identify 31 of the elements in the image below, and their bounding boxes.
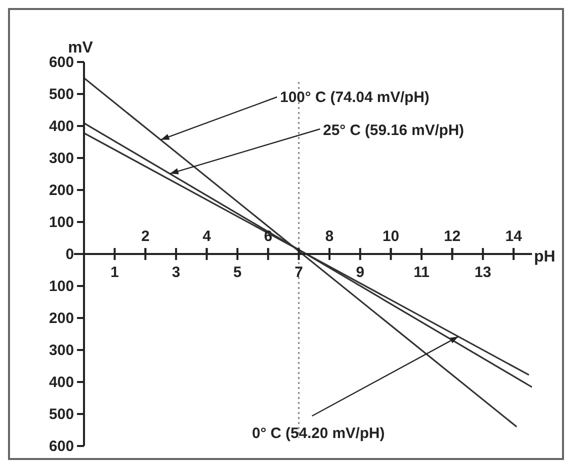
y-tick-label: 600 [48, 438, 74, 456]
x-tick-label: 5 [233, 264, 242, 282]
y-tick-label: 0 [66, 246, 74, 264]
annotation: 25° C (59.16 mV/pH) [323, 122, 464, 139]
x-tick-label: 9 [356, 264, 364, 282]
x-tick-label: 1 [110, 264, 119, 282]
y-tick-label: 300 [48, 342, 74, 360]
x2-tick-label: 4 [202, 228, 212, 246]
annotation: 100° C (74.04 mV/pH) [280, 89, 430, 106]
x2-tick-label: 8 [325, 228, 334, 246]
y-tick-label: 600 [48, 54, 74, 72]
y-tick-label: 100 [48, 278, 74, 296]
y-tick-label: 500 [48, 86, 74, 104]
y-tick-label: 400 [48, 374, 74, 392]
x-tick-label: 11 [414, 264, 430, 282]
x-axis-title: pH [534, 248, 556, 266]
y-axis-title: mV [68, 39, 94, 56]
x2-tick-label: 2 [141, 228, 150, 246]
y-tick-label: 300 [48, 150, 74, 168]
x2-tick-label: 10 [382, 228, 400, 246]
annotation: 0° C (54.20 mV/pH) [252, 425, 385, 442]
y-tick-label: 200 [48, 182, 74, 200]
x-tick-label: 3 [172, 264, 180, 282]
y-tick-label: 500 [48, 406, 74, 424]
y-tick-label: 200 [48, 310, 74, 328]
x-tick-label: 7 [294, 264, 303, 282]
x2-tick-label: 14 [505, 228, 523, 246]
y-tick-label: 400 [48, 118, 74, 136]
x-tick-label: 13 [474, 264, 492, 282]
x2-tick-label: 12 [444, 228, 461, 246]
y-tick-label: 100 [48, 214, 74, 232]
